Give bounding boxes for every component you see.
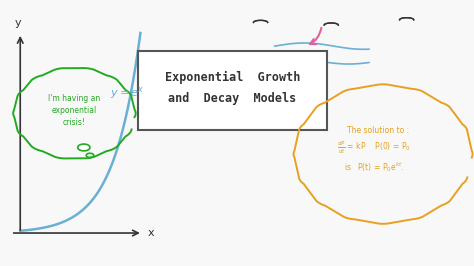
Text: x: x xyxy=(147,228,154,238)
Text: $\frac{dP}{dt}$ = kP    P(0) = P$_0$: $\frac{dP}{dt}$ = kP P(0) = P$_0$ xyxy=(337,139,410,156)
Text: $y=e^x$: $y=e^x$ xyxy=(110,85,144,101)
Text: Exponential  Growth
and  Decay  Models: Exponential Growth and Decay Models xyxy=(164,71,300,105)
Text: y: y xyxy=(15,18,21,28)
Text: The solution to :: The solution to : xyxy=(347,126,410,135)
Text: is   P(t) = P$_0$e$^{kt}$.: is P(t) = P$_0$e$^{kt}$. xyxy=(344,160,404,174)
FancyBboxPatch shape xyxy=(138,51,327,130)
Text: I'm having an
exponential
crisis!: I'm having an exponential crisis! xyxy=(48,94,100,127)
Circle shape xyxy=(78,144,90,151)
